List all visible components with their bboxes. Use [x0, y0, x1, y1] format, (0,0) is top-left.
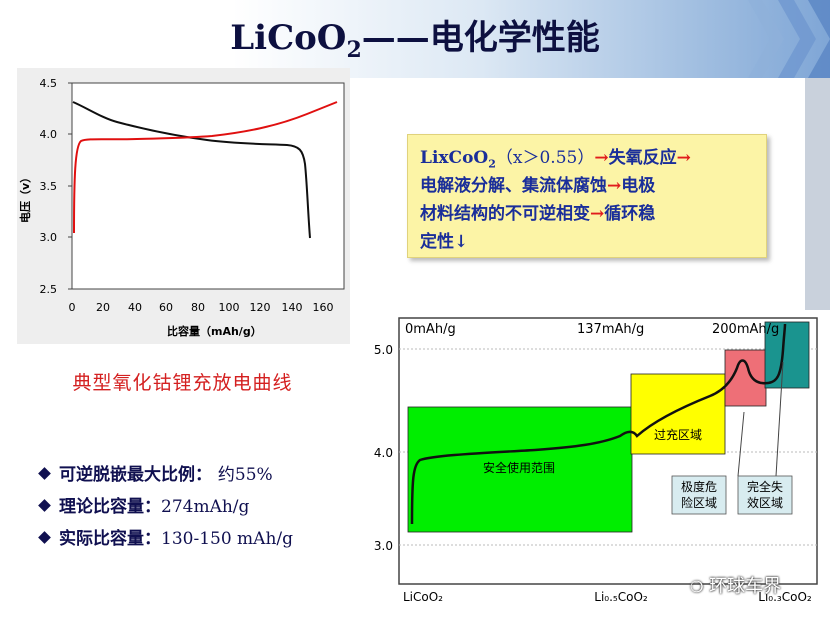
- top-capacity-label: 200mAh/g: [712, 322, 779, 337]
- voltage-curve: [410, 323, 787, 525]
- discharge-curve: [72, 101, 311, 239]
- page-title: LiCoO2——电化学性能: [230, 18, 600, 63]
- composition-label: Li₀.₅CoO₂: [594, 590, 648, 604]
- x-tick-label: 160: [313, 301, 334, 314]
- y-tick-label: 2.5: [40, 283, 58, 296]
- wechat-icon: ❍: [690, 578, 704, 596]
- x-tick-label: 20: [96, 301, 110, 314]
- failure-label-line-1: 完全失: [747, 479, 783, 494]
- danger-region: [724, 349, 767, 407]
- y-tick-label: 4.5: [40, 77, 58, 90]
- charge-curve: [73, 101, 338, 234]
- watermark: ❍ 环球车界: [690, 576, 782, 597]
- charge-discharge-chart: 4.5 4.0 3.5 3.0 2.5 0 20 40 60 80 100 12…: [18, 77, 345, 338]
- x-tick-label: 100: [219, 301, 240, 314]
- x-axis-label: 比容量（mAh/g）: [167, 324, 262, 338]
- composition-label: Li₀.₃CoO₂: [758, 590, 812, 604]
- diamond-bullet-icon: [38, 499, 51, 512]
- y-tick-label: 4.0: [374, 446, 393, 460]
- y-axis-label: 电压（v）: [18, 172, 32, 223]
- list-item: 实际比容量：130-150 mAh/g: [38, 524, 293, 549]
- plot-area: [71, 82, 345, 290]
- voltage-region-diagram: 极度危 险区域 完全失 效区域 安全使用范围 过充区域 0mAh/g 137mA…: [365, 310, 830, 622]
- top-capacity-label: 137mAh/g: [577, 322, 644, 337]
- x-tick-label: 40: [128, 301, 142, 314]
- safe-region: [407, 406, 633, 533]
- top-capacity-label: 0mAh/g: [405, 322, 456, 337]
- diamond-bullet-icon: [38, 531, 51, 544]
- note-line-3: 材料结构的不可逆相变→循环稳: [420, 204, 656, 224]
- x-tick-label: 60: [159, 301, 173, 314]
- danger-label-line-2: 险区域: [681, 495, 717, 510]
- failure-callout: [737, 475, 793, 515]
- x-tick-label: 120: [250, 301, 271, 314]
- x-tick-label: 0: [69, 301, 76, 314]
- property-list: 可逆脱嵌最大比例： 约55% 理论比容量：274mAh/g 实际比容量：130-…: [38, 460, 293, 556]
- decorative-chevrons: [748, 0, 830, 78]
- safe-region-label: 安全使用范围: [483, 460, 555, 475]
- composition-label: LiCoO₂: [403, 590, 443, 604]
- danger-label-line-1: 极度危: [681, 479, 717, 494]
- note-box: LixCoO2（x＞0.55）→失氧反应→ 电解液分解、集流体腐蚀→电极 材料结…: [407, 134, 767, 258]
- diamond-bullet-icon: [38, 467, 51, 480]
- list-item: 可逆脱嵌最大比例： 约55%: [38, 460, 293, 485]
- note-line-4: 定性↓: [420, 232, 469, 252]
- y-tick-label: 4.0: [40, 128, 58, 141]
- failure-region: [764, 321, 810, 389]
- x-tick-label: 80: [191, 301, 205, 314]
- right-side-panel: [805, 78, 830, 310]
- note-line-1: LixCoO2（x＞0.55）→失氧反应→: [420, 148, 691, 171]
- pointer-line: [737, 411, 745, 477]
- list-item: 理论比容量：274mAh/g: [38, 492, 293, 517]
- y-tick-label: 5.0: [374, 343, 393, 357]
- overcharge-region-label: 过充区域: [654, 427, 702, 442]
- failure-label-line-2: 效区域: [747, 495, 783, 510]
- pointer-line: [775, 361, 784, 477]
- chart-caption: 典型氧化钴锂充放电曲线: [72, 372, 293, 394]
- danger-callout: [671, 475, 727, 515]
- y-tick-label: 3.5: [40, 180, 58, 193]
- y-tick-label: 3.0: [40, 231, 58, 244]
- x-tick-label: 140: [282, 301, 303, 314]
- title-band: [0, 0, 830, 78]
- y-tick-label: 3.0: [374, 539, 393, 553]
- overcharge-region: [630, 373, 726, 455]
- note-line-2: 电解液分解、集流体腐蚀→电极: [420, 176, 656, 196]
